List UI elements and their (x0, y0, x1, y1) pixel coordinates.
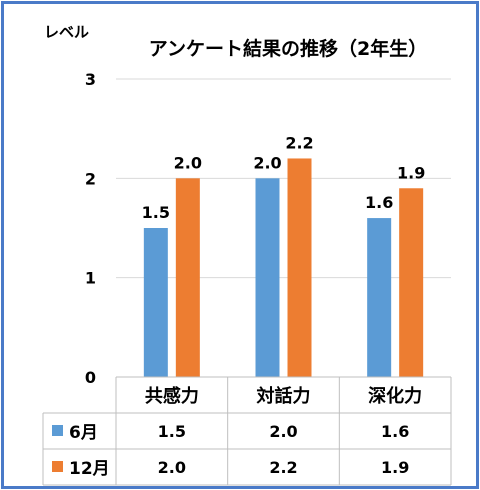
data-table: 共感力 対話力 深化力 6月 1.5 2.0 1.6 12月 2.0 2.2 1.9 (42, 376, 452, 486)
data-label: 1.5 (142, 203, 170, 222)
category-label: 対話力 (256, 385, 311, 407)
y-tick-label: 0 (85, 368, 96, 387)
chart-title: アンケート結果の推移（2年生） (149, 37, 427, 60)
grid-lines (116, 78, 451, 279)
y-tick-label: 2 (85, 169, 96, 188)
y-axis-label: レベル (44, 23, 89, 41)
data-label: 2.2 (285, 133, 313, 152)
category-label: 共感力 (145, 385, 199, 407)
y-tick-label: 1 (85, 269, 96, 288)
table-value: 2.2 (269, 458, 297, 477)
data-label: 1.9 (397, 163, 425, 182)
table-value: 1.6 (381, 422, 409, 441)
bar (255, 178, 280, 377)
table-value: 1.5 (158, 422, 186, 441)
data-label: 1.6 (365, 193, 393, 212)
data-labels: 1.52.0 2.02.21.61.9 (142, 133, 426, 222)
bar (287, 158, 312, 377)
bar (175, 178, 200, 377)
legend-label: 12月 (69, 459, 110, 479)
legend-swatch (52, 461, 63, 472)
data-label: 2.0 (253, 153, 281, 172)
category-label: 深化力 (368, 385, 422, 407)
bar (399, 188, 424, 377)
bar (367, 218, 392, 377)
bar (143, 228, 168, 377)
table-value: 2.0 (158, 458, 186, 477)
y-tick-labels: 0 1 2 3 (85, 70, 96, 387)
bars (143, 158, 424, 377)
y-tick-label: 3 (85, 70, 96, 89)
data-label: 2.0 (174, 153, 202, 172)
table-value: 2.0 (269, 422, 297, 441)
legend-swatch (52, 425, 63, 436)
table-value: 1.9 (381, 458, 409, 477)
legend-label: 6月 (69, 423, 98, 443)
